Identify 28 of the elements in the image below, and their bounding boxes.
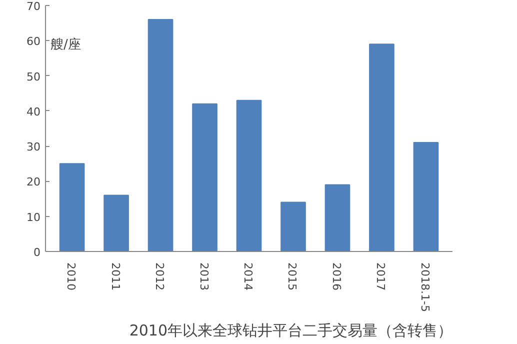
x-tick-label: 2010 bbox=[64, 262, 78, 290]
y-axis-title: 艘/座 bbox=[50, 36, 81, 52]
bar bbox=[192, 103, 218, 252]
y-tick-label: 20 bbox=[26, 176, 41, 189]
text: 2010年以来全球钻井平台二手交易量（含转售） bbox=[129, 322, 453, 340]
bar bbox=[280, 202, 306, 252]
y-tick-label: 10 bbox=[26, 210, 41, 224]
x-tick-label: 2018.1-5 bbox=[418, 262, 432, 312]
y-tick-label: 0 bbox=[34, 246, 40, 259]
y-tick-label: 40 bbox=[26, 105, 41, 118]
x-tick-label: 2011 bbox=[108, 262, 122, 290]
x-tick-label: 2016 bbox=[330, 262, 343, 290]
x-tick-label: 2013 bbox=[197, 262, 210, 290]
bar bbox=[236, 100, 262, 252]
x-tick-label: 2014 bbox=[242, 262, 254, 290]
bar bbox=[148, 19, 174, 252]
bar bbox=[324, 184, 350, 252]
x-tick-label: 2015 bbox=[286, 262, 299, 290]
bar bbox=[104, 194, 129, 252]
y-tick-label: 70 bbox=[26, 0, 41, 13]
y-tick-label: 30 bbox=[26, 140, 41, 154]
y-tick-label: 60 bbox=[26, 35, 41, 48]
bar bbox=[413, 142, 439, 252]
x-tick-label: 2017 bbox=[374, 262, 388, 290]
y-tick-label: 50 bbox=[26, 70, 41, 84]
x-tick-label: 2012 bbox=[153, 262, 166, 290]
bar bbox=[369, 44, 394, 252]
bar bbox=[59, 163, 85, 252]
